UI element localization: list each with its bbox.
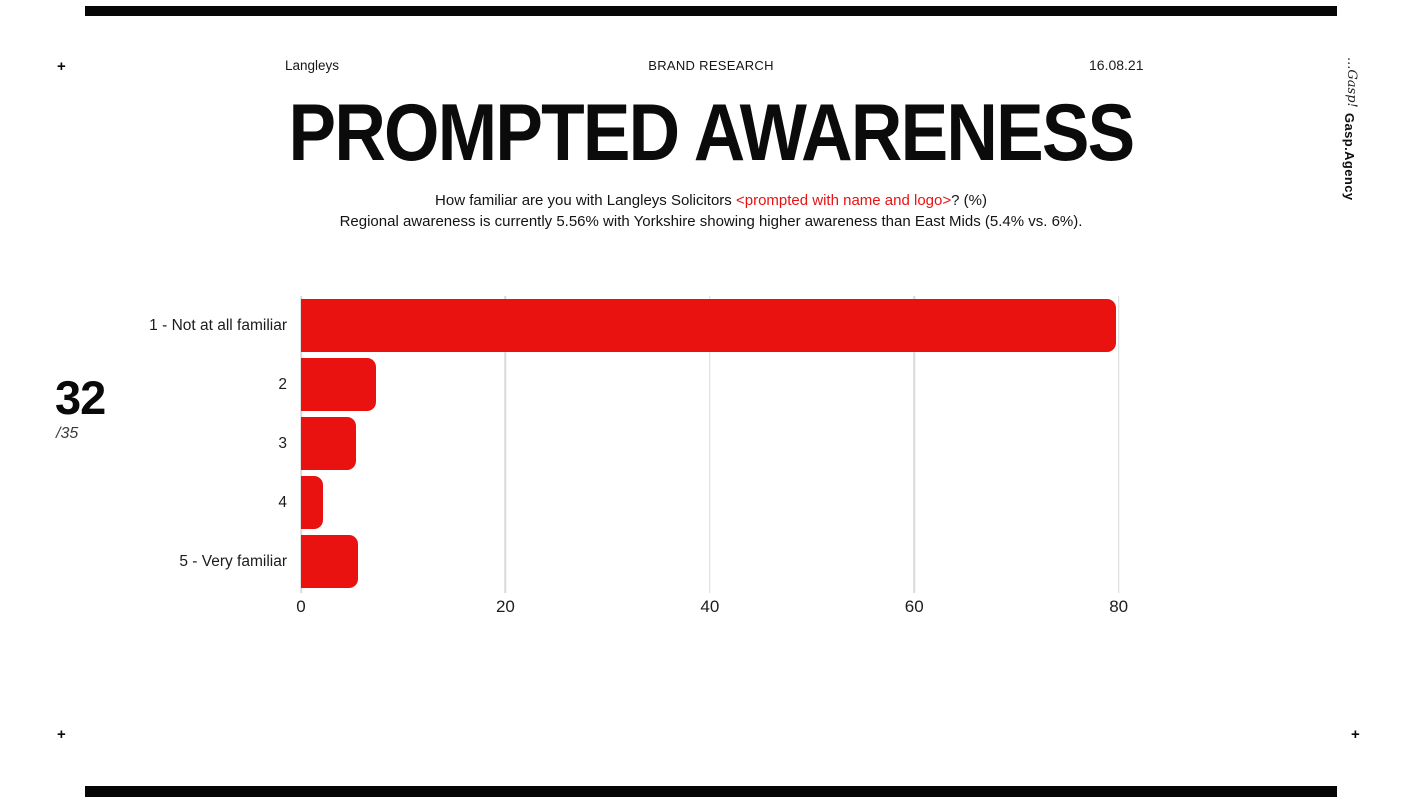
x-tick-label: 20 — [495, 597, 515, 616]
gridline — [709, 296, 711, 593]
page-total: /35 — [56, 425, 79, 442]
chart-row: 4 — [0, 476, 1180, 529]
chart-row: 3 — [0, 417, 1180, 470]
x-tick-label: 0 — [296, 597, 306, 616]
bottom-rule — [85, 786, 1337, 797]
row-label: 4 — [278, 493, 287, 511]
bar-chart: 1 - Not at all familiar 2 3 4 5 - Very famil… — [0, 296, 1185, 621]
gasp-logo-text: ...Gasp! — [1344, 57, 1359, 108]
subtitle-line2: Regional awareness is currently 5.56% wi… — [339, 213, 1083, 230]
subtitle: How familiar are you with Langleys Solic… — [0, 190, 1422, 232]
subtitle-highlight: <prompted with name and logo> — [735, 192, 952, 209]
gridline — [504, 296, 507, 593]
page-number: 32 — [55, 371, 106, 424]
subtitle-line1: How familiar are you with Langleys Solic… — [0, 190, 1422, 211]
subtitle-line1-post: ? (%) — [951, 192, 987, 209]
plus-mark-bottom-right: + — [1351, 726, 1360, 743]
row-label: 5 - Very familiar — [179, 552, 287, 570]
plus-mark-top-left: + — [57, 58, 66, 75]
bar — [301, 476, 324, 529]
top-rule — [85, 6, 1337, 16]
x-tick-label: 40 — [700, 597, 720, 616]
bar-track — [301, 358, 1180, 411]
bar — [301, 535, 359, 588]
x-tick-label: 80 — [1109, 597, 1129, 616]
row-label: 1 - Not at all familiar — [149, 316, 287, 334]
x-tick-label: 60 — [904, 597, 924, 616]
date-label: 16.08.21 — [1089, 57, 1144, 73]
bar-track — [301, 535, 1180, 588]
bar — [301, 299, 1116, 352]
plus-mark-bottom-left: + — [57, 726, 66, 743]
bar-track — [301, 476, 1180, 529]
page-title: PROMPTED AWARENESS — [288, 88, 1136, 178]
bar-track — [301, 299, 1180, 352]
chart-row: 1 - Not at all familiar — [0, 299, 1180, 352]
gridline — [913, 296, 915, 593]
gasp-agency-label: Gasp.Agency — [1342, 113, 1357, 201]
page-counter: 32 /35 — [55, 371, 106, 443]
chart-row: 5 - Very familiar — [0, 535, 1180, 588]
deck-section-label: BRAND RESEARCH — [648, 58, 774, 73]
row-label: 3 — [278, 434, 287, 452]
row-label: 2 — [278, 375, 287, 393]
bar-track — [301, 417, 1180, 470]
bar — [301, 417, 357, 470]
x-axis: 0 20 40 60 80 — [296, 597, 1180, 619]
bar — [301, 358, 376, 411]
chart-rows: 1 - Not at all familiar 2 3 4 5 - Very famil… — [0, 299, 1180, 594]
client-name: Langleys — [285, 58, 340, 73]
subtitle-line1-pre: How familiar are you with Langleys Solic… — [435, 192, 736, 209]
chart-row: 2 — [0, 358, 1180, 411]
gridline — [1117, 296, 1120, 593]
